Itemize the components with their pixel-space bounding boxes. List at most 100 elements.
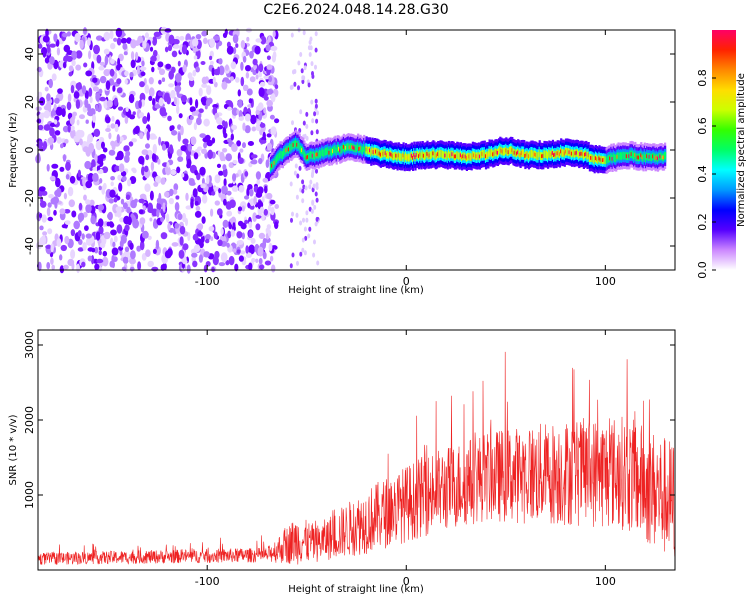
noise-cell <box>79 39 84 50</box>
snr-panel: -100 0 100 1000 2000 3000 Height of straight … <box>8 329 676 595</box>
noise-cell <box>98 226 104 235</box>
noise-cell <box>249 50 254 59</box>
noise-cell <box>185 218 188 226</box>
noise-cell <box>302 30 306 36</box>
noise-cell <box>70 229 76 237</box>
noise-cell <box>158 192 162 203</box>
noise-cell <box>72 111 77 117</box>
noise-cell <box>113 97 118 107</box>
noise-cell <box>161 143 167 151</box>
noise-cell <box>139 66 147 71</box>
noise-cell <box>35 106 42 111</box>
ridge-peak-cell <box>574 151 577 156</box>
noise-cell <box>170 169 177 176</box>
noise-cell <box>39 212 43 219</box>
noise-cell <box>105 116 111 124</box>
ridge-peak-cell <box>273 160 276 165</box>
noise-cell <box>158 136 162 146</box>
noise-cell <box>310 61 314 67</box>
ridge-peak-cell <box>426 152 429 156</box>
noise-cell <box>226 45 234 55</box>
noise-cell <box>40 235 46 246</box>
noise-cell <box>160 232 168 240</box>
noise-cell <box>99 61 106 66</box>
noise-cell <box>66 55 73 63</box>
ridge-peak-cell <box>601 158 605 162</box>
ridge-peak-cell <box>598 156 601 161</box>
noise-cell <box>168 197 174 205</box>
noise-cell <box>248 244 256 255</box>
ridge-cell <box>421 150 424 159</box>
noise-cell <box>92 172 99 182</box>
noise-cell <box>138 99 142 109</box>
ridge-cell <box>504 147 507 156</box>
noise-cell <box>130 59 136 69</box>
noise-cell <box>117 57 121 67</box>
noise-cell <box>230 61 237 70</box>
noise-cell <box>218 58 223 65</box>
ridge-cell <box>364 146 367 155</box>
noise-cell <box>270 93 276 103</box>
noise-cell <box>274 221 279 229</box>
ridge-cell <box>622 151 625 160</box>
ridge-peak-cell <box>395 153 398 158</box>
noise-cell <box>255 171 261 180</box>
noise-cell <box>187 143 192 152</box>
ridge-cell <box>605 156 608 165</box>
noise-cell <box>207 149 213 160</box>
noise-cell <box>199 133 206 139</box>
noise-cell <box>157 91 164 97</box>
ridge-peak-cell <box>594 156 597 161</box>
noise-cell <box>169 144 174 154</box>
noise-cell <box>316 260 320 266</box>
noise-cell <box>151 266 159 272</box>
noise-cell <box>171 130 178 136</box>
noise-cell <box>274 118 280 124</box>
noise-cell <box>74 32 81 43</box>
noise-cell <box>150 55 157 62</box>
noise-cell <box>240 40 246 49</box>
noise-cell <box>200 61 206 65</box>
noise-cell <box>201 177 205 185</box>
noise-cell <box>54 97 60 104</box>
noise-cell <box>223 178 227 187</box>
ridge-cell <box>281 151 284 159</box>
noise-cell <box>241 232 245 240</box>
ridge-peak-cell <box>371 148 374 153</box>
noise-cell <box>221 81 228 90</box>
noise-cell <box>220 228 224 235</box>
noise-cell <box>82 176 86 187</box>
noise-cell <box>85 180 93 189</box>
ridge-cell <box>425 151 428 160</box>
ridge-cell <box>290 143 293 152</box>
ridge-cell <box>357 142 360 151</box>
ridge-cell <box>523 149 526 157</box>
noise-cell <box>259 81 266 87</box>
colorbar-tick-label: 0.6 <box>696 117 709 135</box>
ridge-cell <box>474 151 477 160</box>
ridge-peak-cell <box>486 153 489 158</box>
ridge-cell <box>635 153 638 161</box>
noise-cell <box>49 43 56 48</box>
noise-cell <box>95 35 103 41</box>
noise-cell <box>152 98 156 107</box>
noise-cell <box>192 233 199 241</box>
noise-cell <box>186 158 192 167</box>
snr-frame <box>37 329 676 571</box>
ridge-peak-cell <box>487 153 490 158</box>
noise-cell <box>304 235 308 241</box>
noise-cell <box>113 235 118 243</box>
ridge-cell <box>303 149 306 158</box>
ridge-peak-cell <box>328 150 331 155</box>
noise-cell <box>126 206 131 214</box>
noise-cell <box>43 124 51 131</box>
noise-cell <box>209 55 213 61</box>
spectrogram-xlabel: Height of straight line (km) <box>288 285 424 296</box>
noise-cell <box>77 169 81 178</box>
noise-cell <box>177 156 184 163</box>
noise-cell <box>110 123 116 129</box>
noise-cell <box>250 237 256 244</box>
noise-cell <box>65 174 70 180</box>
noise-cell <box>197 223 204 231</box>
ridge-cell <box>377 148 380 157</box>
